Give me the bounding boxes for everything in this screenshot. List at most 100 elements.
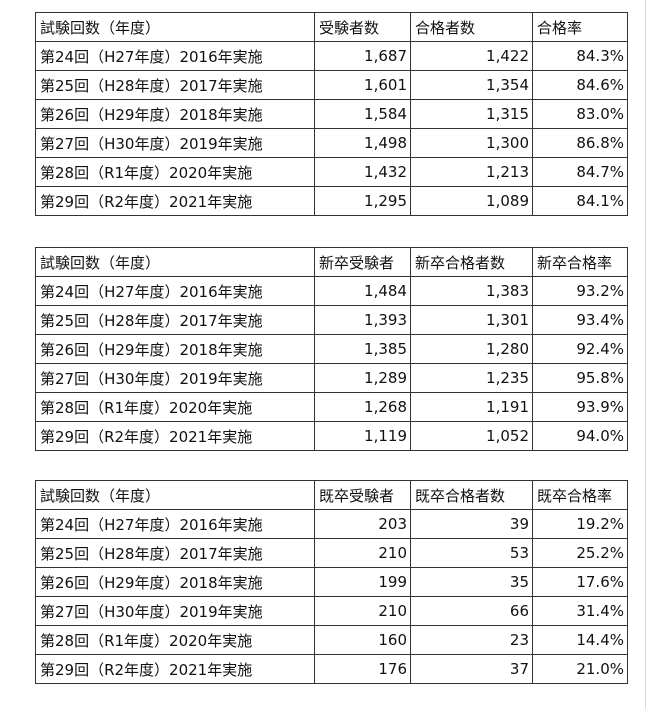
cell-passers[interactable]: 53 — [410, 538, 533, 568]
cell-examinees[interactable]: 1,295 — [314, 186, 411, 216]
cell-exam-round[interactable]: 第25回（H28年度）2017年実施 — [35, 305, 315, 335]
cell-passers[interactable]: 1,354 — [410, 70, 533, 100]
cell-passers[interactable]: 35 — [410, 567, 533, 597]
cell-examinees[interactable]: 1,119 — [314, 421, 411, 451]
cell-pass-rate[interactable]: 21.0% — [532, 654, 628, 684]
header-cell-passers[interactable]: 既卒合格者数 — [410, 480, 533, 510]
header-cell-examinees[interactable]: 受験者数 — [314, 12, 411, 42]
table-previous-graduate-results: 試験回数（年度） 既卒受験者 既卒合格者数 既卒合格率 第24回（H27年度）2… — [35, 480, 628, 684]
cell-exam-round[interactable]: 第27回（H30年度）2019年実施 — [35, 128, 315, 158]
cell-examinees[interactable]: 210 — [314, 538, 411, 568]
cell-passers[interactable]: 1,300 — [410, 128, 533, 158]
cell-passers[interactable]: 1,315 — [410, 99, 533, 129]
header-cell-exam-round[interactable]: 試験回数（年度） — [35, 480, 315, 510]
cell-pass-rate[interactable]: 19.2% — [532, 509, 628, 539]
header-cell-pass-rate[interactable]: 合格率 — [532, 12, 628, 42]
table-header-row: 試験回数（年度） 受験者数 合格者数 合格率 — [35, 12, 628, 42]
cell-pass-rate[interactable]: 95.8% — [532, 363, 628, 393]
cell-passers[interactable]: 1,280 — [410, 334, 533, 364]
cell-exam-round[interactable]: 第26回（H29年度）2018年実施 — [35, 567, 315, 597]
table-row: 第26回（H29年度）2018年実施 1,385 1,280 92.4% — [35, 334, 628, 364]
header-cell-exam-round[interactable]: 試験回数（年度） — [35, 247, 315, 277]
cell-pass-rate[interactable]: 84.1% — [532, 186, 628, 216]
table-header-row: 試験回数（年度） 既卒受験者 既卒合格者数 既卒合格率 — [35, 480, 628, 510]
cell-pass-rate[interactable]: 14.4% — [532, 625, 628, 655]
cell-pass-rate[interactable]: 17.6% — [532, 567, 628, 597]
cell-exam-round[interactable]: 第26回（H29年度）2018年実施 — [35, 334, 315, 364]
cell-pass-rate[interactable]: 94.0% — [532, 421, 628, 451]
cell-examinees[interactable]: 1,484 — [314, 276, 411, 306]
page-edge-divider — [645, 0, 646, 709]
header-cell-pass-rate[interactable]: 既卒合格率 — [532, 480, 628, 510]
cell-examinees[interactable]: 160 — [314, 625, 411, 655]
cell-exam-round[interactable]: 第28回（R1年度）2020年実施 — [35, 157, 315, 187]
header-cell-examinees[interactable]: 既卒受験者 — [314, 480, 411, 510]
table-row: 第24回（H27年度）2016年実施 1,484 1,383 93.2% — [35, 276, 628, 306]
cell-passers[interactable]: 1,301 — [410, 305, 533, 335]
cell-examinees[interactable]: 210 — [314, 596, 411, 626]
cell-pass-rate[interactable]: 93.2% — [532, 276, 628, 306]
cell-examinees[interactable]: 1,498 — [314, 128, 411, 158]
cell-exam-round[interactable]: 第28回（R1年度）2020年実施 — [35, 392, 315, 422]
cell-exam-round[interactable]: 第29回（R2年度）2021年実施 — [35, 421, 315, 451]
cell-examinees[interactable]: 1,584 — [314, 99, 411, 129]
table-row: 第28回（R1年度）2020年実施 1,432 1,213 84.7% — [35, 157, 628, 187]
cell-exam-round[interactable]: 第24回（H27年度）2016年実施 — [35, 41, 315, 71]
cell-examinees[interactable]: 203 — [314, 509, 411, 539]
cell-passers[interactable]: 23 — [410, 625, 533, 655]
cell-exam-round[interactable]: 第26回（H29年度）2018年実施 — [35, 99, 315, 129]
cell-pass-rate[interactable]: 93.4% — [532, 305, 628, 335]
cell-examinees[interactable]: 1,601 — [314, 70, 411, 100]
cell-pass-rate[interactable]: 93.9% — [532, 392, 628, 422]
table-row: 第24回（H27年度）2016年実施 1,687 1,422 84.3% — [35, 41, 628, 71]
header-cell-examinees[interactable]: 新卒受験者 — [314, 247, 411, 277]
cell-passers[interactable]: 1,191 — [410, 392, 533, 422]
cell-examinees[interactable]: 199 — [314, 567, 411, 597]
cell-exam-round[interactable]: 第25回（H28年度）2017年実施 — [35, 538, 315, 568]
cell-examinees[interactable]: 1,687 — [314, 41, 411, 71]
cell-examinees[interactable]: 176 — [314, 654, 411, 684]
cell-exam-round[interactable]: 第24回（H27年度）2016年実施 — [35, 509, 315, 539]
cell-examinees[interactable]: 1,385 — [314, 334, 411, 364]
table-overall-results: 試験回数（年度） 受験者数 合格者数 合格率 第24回（H27年度）2016年実… — [35, 12, 628, 216]
cell-pass-rate[interactable]: 83.0% — [532, 99, 628, 129]
cell-exam-round[interactable]: 第28回（R1年度）2020年実施 — [35, 625, 315, 655]
cell-pass-rate[interactable]: 86.8% — [532, 128, 628, 158]
cell-passers[interactable]: 1,213 — [410, 157, 533, 187]
cell-passers[interactable]: 39 — [410, 509, 533, 539]
header-cell-pass-rate[interactable]: 新卒合格率 — [532, 247, 628, 277]
table-row: 第25回（H28年度）2017年実施 1,393 1,301 93.4% — [35, 305, 628, 335]
cell-pass-rate[interactable]: 84.3% — [532, 41, 628, 71]
table-row: 第25回（H28年度）2017年実施 210 53 25.2% — [35, 538, 628, 568]
header-cell-passers[interactable]: 新卒合格者数 — [410, 247, 533, 277]
cell-passers[interactable]: 1,089 — [410, 186, 533, 216]
cell-examinees[interactable]: 1,268 — [314, 392, 411, 422]
table-row: 第27回（H30年度）2019年実施 1,498 1,300 86.8% — [35, 128, 628, 158]
cell-exam-round[interactable]: 第27回（H30年度）2019年実施 — [35, 596, 315, 626]
cell-passers[interactable]: 1,052 — [410, 421, 533, 451]
cell-exam-round[interactable]: 第29回（R2年度）2021年実施 — [35, 654, 315, 684]
cell-passers[interactable]: 1,422 — [410, 41, 533, 71]
table-row: 第29回（R2年度）2021年実施 1,119 1,052 94.0% — [35, 421, 628, 451]
cell-examinees[interactable]: 1,289 — [314, 363, 411, 393]
cell-exam-round[interactable]: 第25回（H28年度）2017年実施 — [35, 70, 315, 100]
cell-pass-rate[interactable]: 84.6% — [532, 70, 628, 100]
cell-pass-rate[interactable]: 25.2% — [532, 538, 628, 568]
cell-passers[interactable]: 1,235 — [410, 363, 533, 393]
cell-passers[interactable]: 1,383 — [410, 276, 533, 306]
cell-examinees[interactable]: 1,432 — [314, 157, 411, 187]
cell-pass-rate[interactable]: 31.4% — [532, 596, 628, 626]
cell-exam-round[interactable]: 第29回（R2年度）2021年実施 — [35, 186, 315, 216]
header-cell-passers[interactable]: 合格者数 — [410, 12, 533, 42]
cell-passers[interactable]: 37 — [410, 654, 533, 684]
table-row: 第29回（R2年度）2021年実施 1,295 1,089 84.1% — [35, 186, 628, 216]
cell-exam-round[interactable]: 第24回（H27年度）2016年実施 — [35, 276, 315, 306]
cell-exam-round[interactable]: 第27回（H30年度）2019年実施 — [35, 363, 315, 393]
cell-examinees[interactable]: 1,393 — [314, 305, 411, 335]
cell-pass-rate[interactable]: 84.7% — [532, 157, 628, 187]
table-row: 第25回（H28年度）2017年実施 1,601 1,354 84.6% — [35, 70, 628, 100]
cell-pass-rate[interactable]: 92.4% — [532, 334, 628, 364]
header-cell-exam-round[interactable]: 試験回数（年度） — [35, 12, 315, 42]
cell-passers[interactable]: 66 — [410, 596, 533, 626]
